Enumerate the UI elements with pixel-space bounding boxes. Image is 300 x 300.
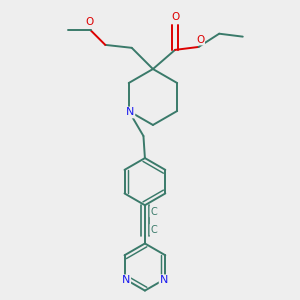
Text: N: N — [122, 275, 130, 285]
Text: O: O — [196, 34, 204, 45]
Text: N: N — [126, 107, 134, 118]
Text: O: O — [171, 12, 179, 22]
Text: C: C — [150, 225, 157, 235]
Text: O: O — [85, 17, 93, 27]
Text: C: C — [150, 207, 157, 217]
Text: N: N — [160, 275, 168, 285]
